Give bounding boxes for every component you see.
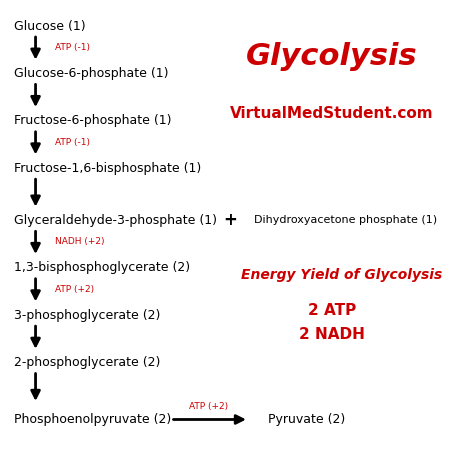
Text: +: + — [223, 211, 237, 229]
Text: ATP (-1): ATP (-1) — [55, 138, 90, 146]
Text: 2 NADH: 2 NADH — [299, 327, 365, 342]
Text: 2-phosphoglycerate (2): 2-phosphoglycerate (2) — [14, 356, 161, 369]
Text: Glucose-6-phosphate (1): Glucose-6-phosphate (1) — [14, 67, 169, 80]
Text: Dihydroxyacetone phosphate (1): Dihydroxyacetone phosphate (1) — [254, 215, 437, 226]
Text: Glycolysis: Glycolysis — [246, 42, 418, 72]
Text: 3-phosphoglycerate (2): 3-phosphoglycerate (2) — [14, 309, 161, 322]
Text: VirtualMedStudent.com: VirtualMedStudent.com — [230, 106, 434, 121]
Text: Energy Yield of Glycolysis: Energy Yield of Glycolysis — [241, 268, 442, 282]
Text: Glucose (1): Glucose (1) — [14, 19, 86, 33]
Text: Phosphoenolpyruvate (2): Phosphoenolpyruvate (2) — [14, 413, 172, 426]
Text: Fructose-1,6-bisphosphate (1): Fructose-1,6-bisphosphate (1) — [14, 162, 201, 175]
Text: 1,3-bisphosphoglycerate (2): 1,3-bisphosphoglycerate (2) — [14, 261, 191, 274]
Text: ATP (+2): ATP (+2) — [55, 285, 94, 293]
Text: Fructose-6-phosphate (1): Fructose-6-phosphate (1) — [14, 114, 172, 128]
Text: NADH (+2): NADH (+2) — [55, 237, 104, 246]
Text: Glyceraldehyde-3-phosphate (1): Glyceraldehyde-3-phosphate (1) — [14, 214, 217, 227]
Text: ATP (+2): ATP (+2) — [189, 402, 228, 410]
Text: Pyruvate (2): Pyruvate (2) — [268, 413, 345, 426]
Text: ATP (-1): ATP (-1) — [55, 43, 90, 52]
Text: 2 ATP: 2 ATP — [308, 303, 356, 318]
